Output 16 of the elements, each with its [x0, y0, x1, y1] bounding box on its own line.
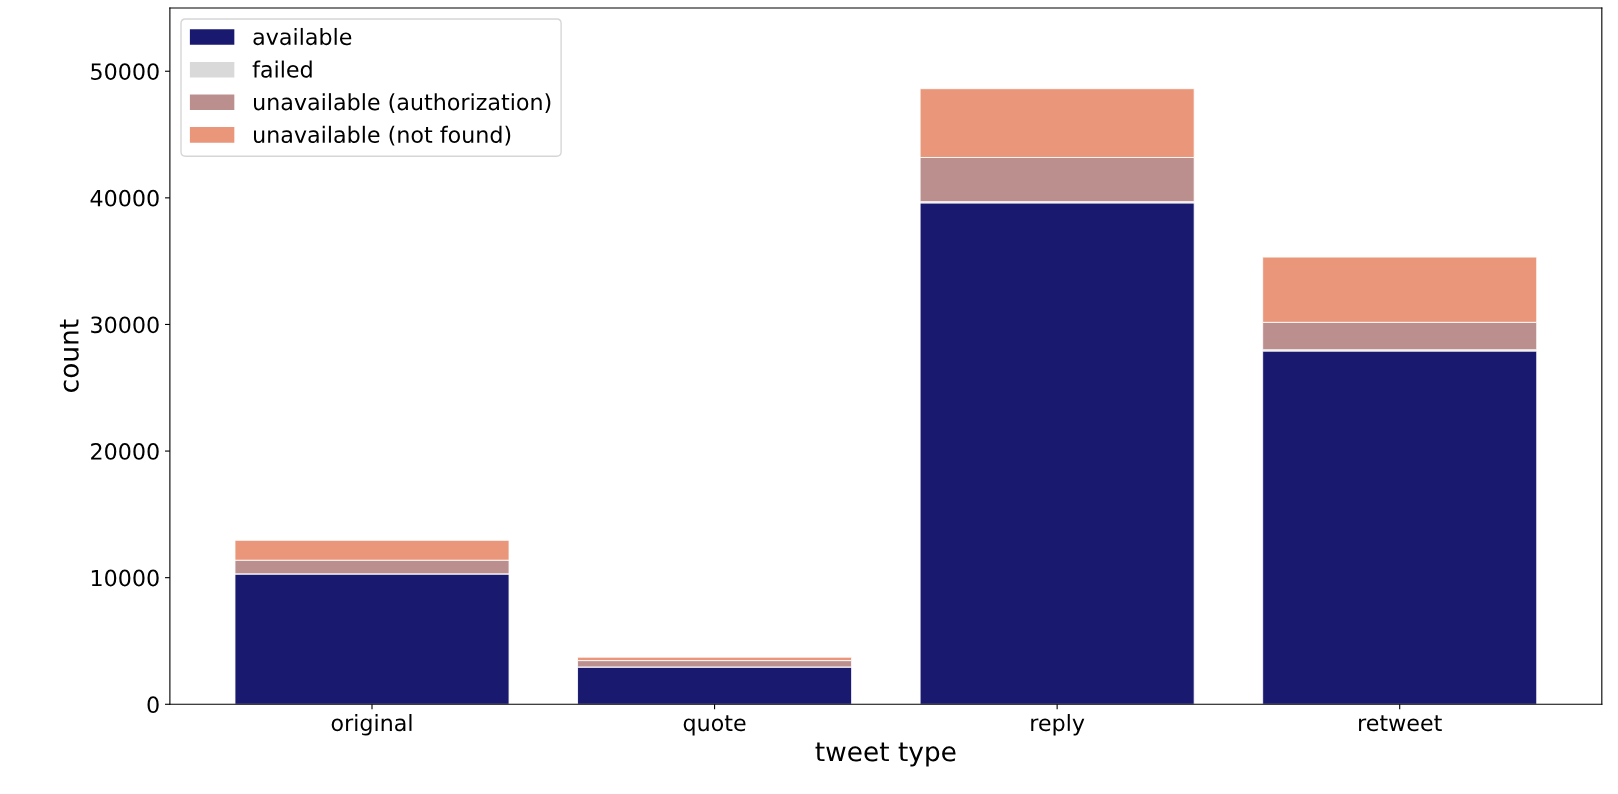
y-tick-label: 50000 [91, 63, 159, 80]
legend-label: available [253, 27, 352, 46]
x-tick-label: original [331, 714, 412, 736]
legend-label: failed [252, 60, 312, 78]
x-tick-label: retweet [1359, 715, 1442, 732]
x-axis-title: tweet type [815, 742, 956, 767]
y-tick-label: 20000 [91, 443, 159, 460]
y-tick-label: 30000 [91, 316, 159, 334]
legend-label: unavailable (not found) [254, 125, 511, 146]
y-axis-title: count [59, 319, 79, 392]
x-tick-label: reply [1031, 714, 1085, 736]
x-tick-label: quote [683, 715, 746, 736]
y-tick-label: 0 [147, 696, 159, 714]
y-tick-label: 10000 [91, 569, 159, 587]
y-tick-label: 40000 [90, 189, 159, 207]
legend-label: unavailable (authorization) [254, 93, 551, 113]
